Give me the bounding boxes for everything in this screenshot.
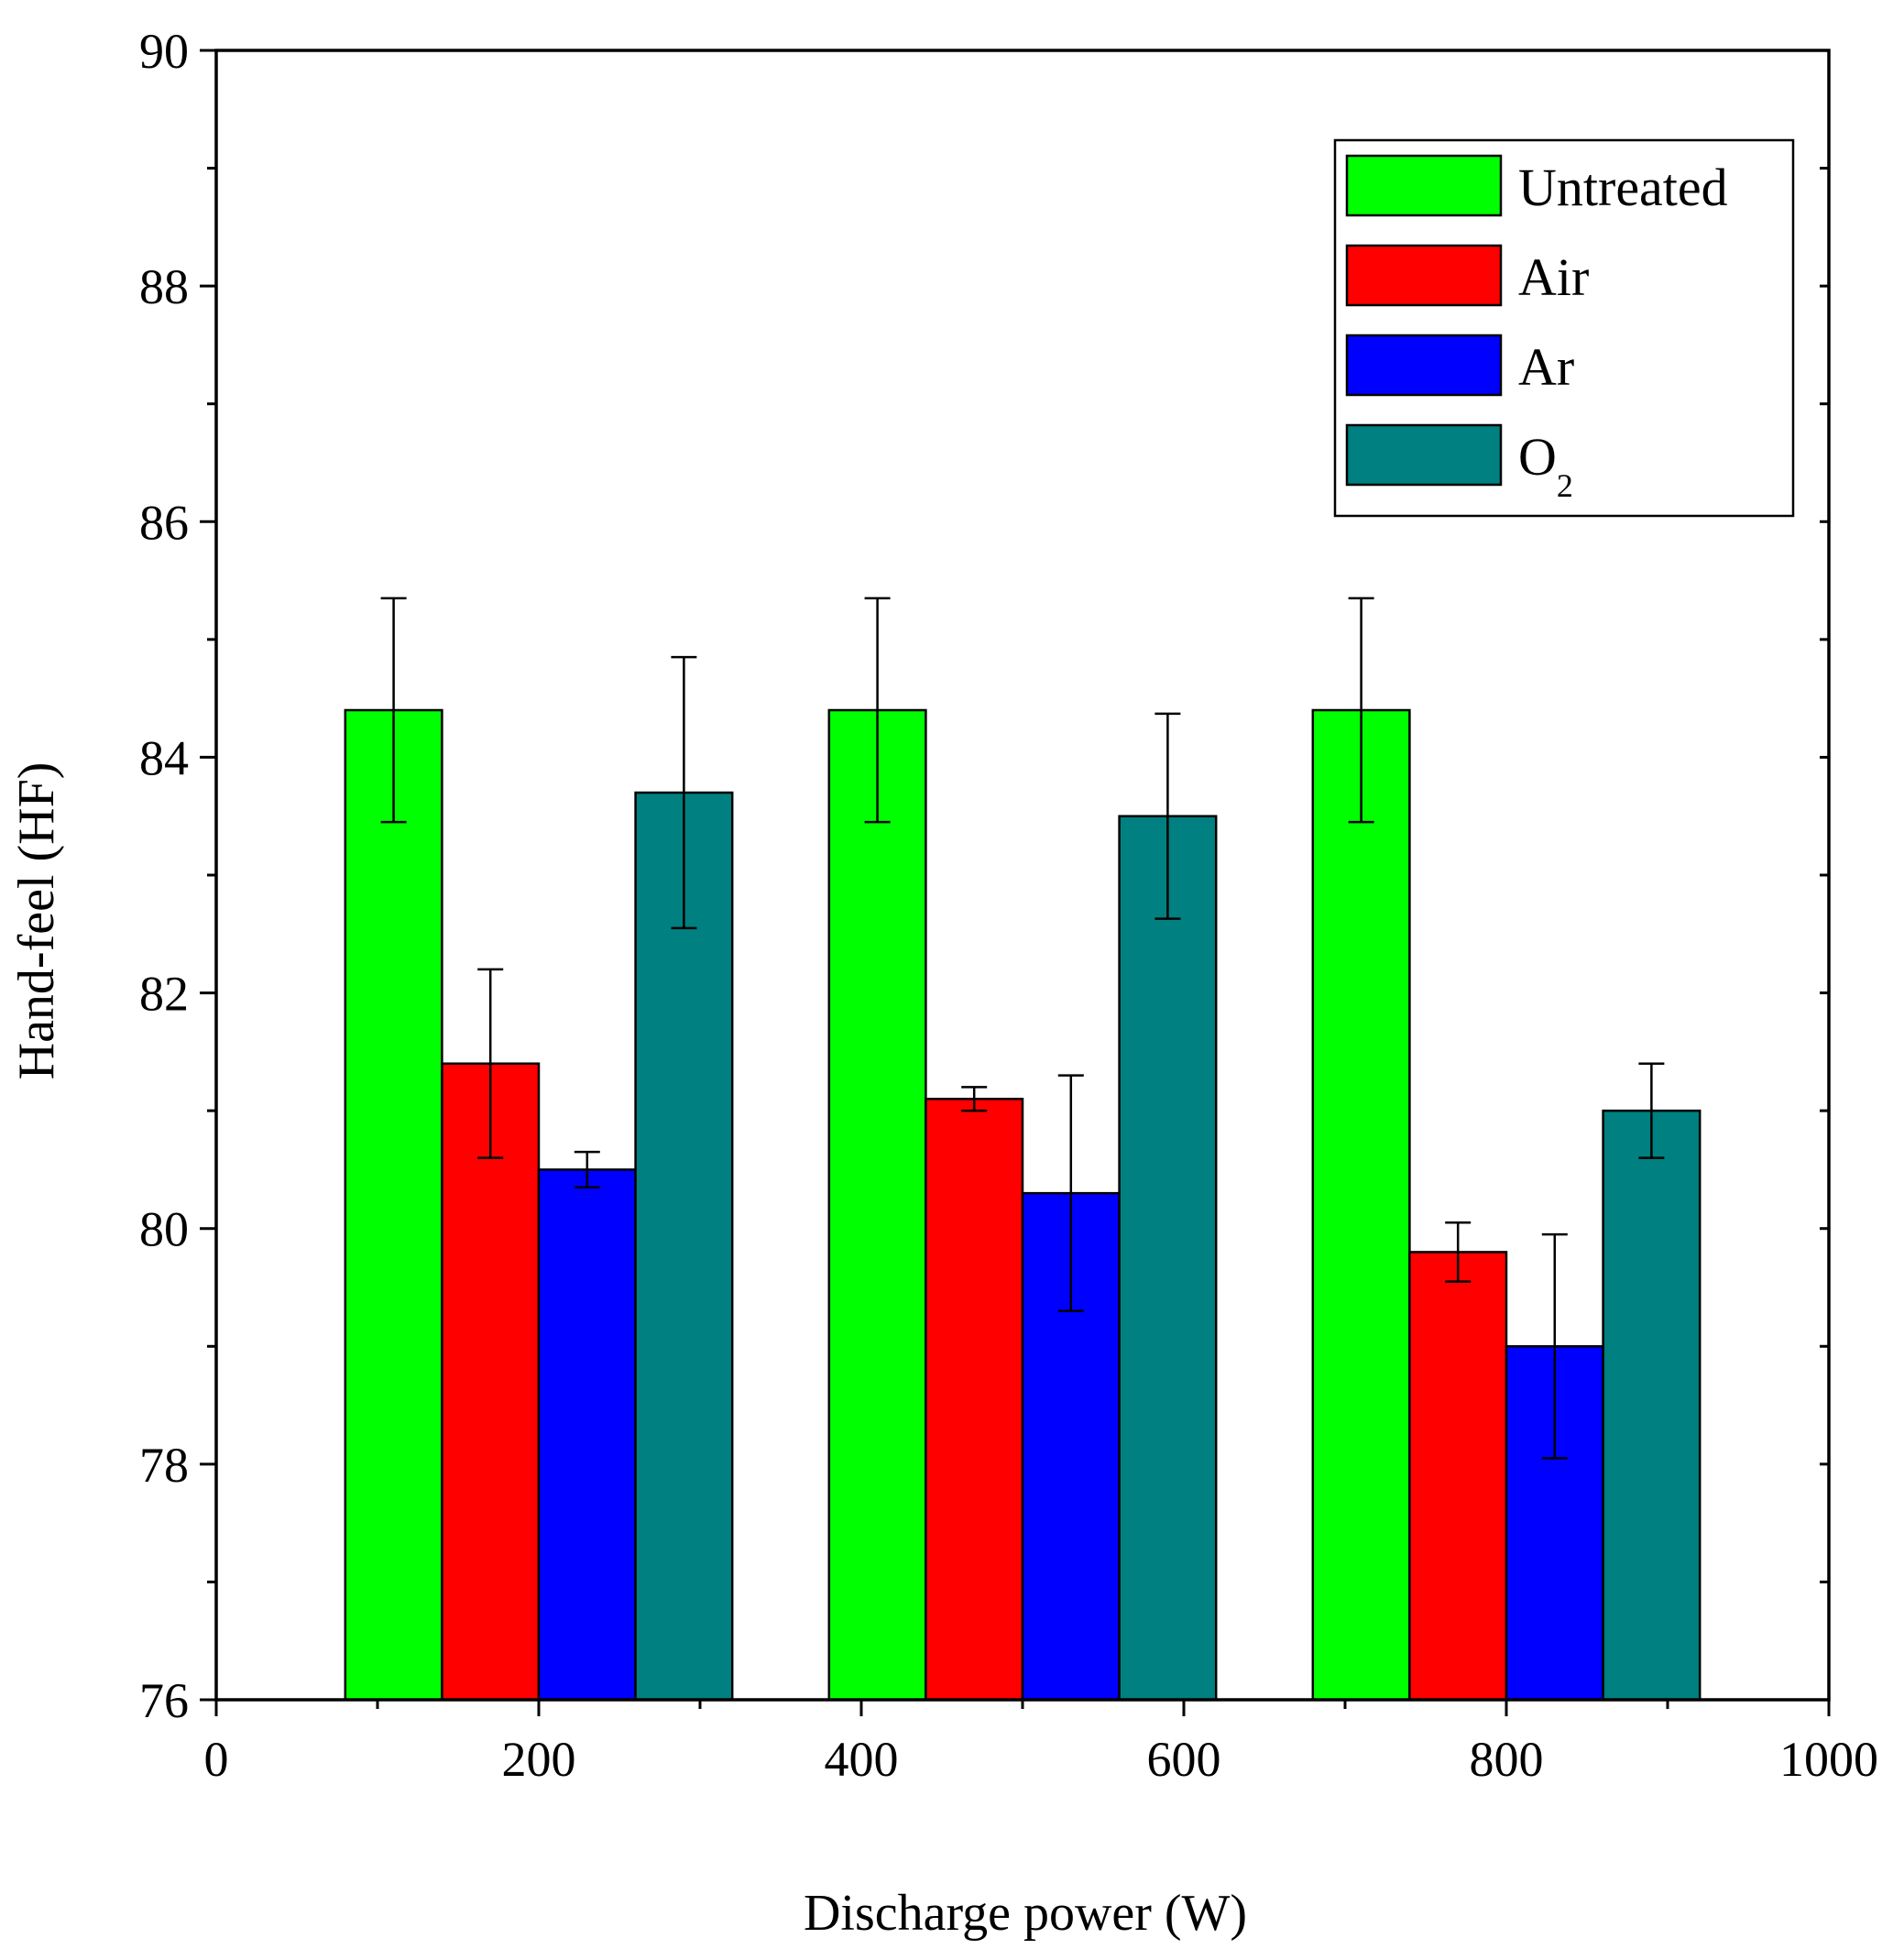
x-tick-label-0: 0 xyxy=(204,1732,229,1787)
error-bar-untreated-2 xyxy=(864,597,891,824)
y-axis-title: Hand-feel (HF) xyxy=(8,762,65,1080)
error-bar-air-3 xyxy=(1445,1221,1472,1283)
error-bars-layer xyxy=(380,597,1665,1460)
error-bar-ar-2 xyxy=(1057,1074,1084,1312)
legend-swatch-o2 xyxy=(1345,423,1503,487)
bar-air-3 xyxy=(1408,1251,1508,1702)
legend-swatch-air xyxy=(1345,244,1503,307)
legend-label-ar: Ar xyxy=(1518,337,1574,397)
error-bar-ar-3 xyxy=(1541,1232,1568,1460)
x-tick-label-800: 800 xyxy=(1470,1732,1544,1787)
y-tick-label-84: 84 xyxy=(139,730,189,785)
error-bar-air-2 xyxy=(961,1086,988,1112)
legend-swatch-ar xyxy=(1345,334,1503,397)
error-bar-o2-2 xyxy=(1154,712,1181,920)
axes-layer: 0 200 400 600 800 1000 76 78 80 82 84 86 88 90 xyxy=(139,24,1878,1787)
y-tick-label-78: 78 xyxy=(139,1438,189,1493)
bar-o2-3 xyxy=(1602,1109,1702,1702)
error-bar-o2-3 xyxy=(1638,1062,1665,1159)
bar-o2-2 xyxy=(1118,815,1218,1702)
legend-label-untreated: Untreated xyxy=(1518,158,1728,217)
x-tick-label-400: 400 xyxy=(825,1732,899,1787)
error-bar-untreated-1 xyxy=(380,597,407,824)
error-bar-ar-1 xyxy=(574,1150,600,1188)
x-axis-title: Discharge power (W) xyxy=(804,1885,1247,1942)
bar-untreated-2 xyxy=(827,708,927,1702)
bar-untreated-3 xyxy=(1311,708,1411,1702)
y-tick-label-88: 88 xyxy=(139,259,189,314)
legend-label-subscript: 2 xyxy=(1557,467,1573,504)
y-tick-label-76: 76 xyxy=(139,1673,189,1728)
bar-untreated-1 xyxy=(344,708,443,1702)
x-tick-label-200: 200 xyxy=(502,1732,576,1787)
legend-item-air: Air xyxy=(1345,244,1589,307)
y-tick-label-80: 80 xyxy=(139,1202,189,1257)
legend-item-untreated: Untreated xyxy=(1345,154,1728,217)
legend-item-ar: Ar xyxy=(1345,334,1574,397)
bar-air-2 xyxy=(925,1098,1024,1702)
error-bar-untreated-3 xyxy=(1348,597,1374,824)
x-tick-label-600: 600 xyxy=(1147,1732,1221,1787)
legend-label-air: Air xyxy=(1518,247,1589,307)
legend-swatch-untreated xyxy=(1345,154,1503,217)
bar-ar-1 xyxy=(537,1168,637,1702)
bar-air-1 xyxy=(441,1062,541,1702)
y-tick-label-90: 90 xyxy=(139,24,189,79)
x-tick-label-1000: 1000 xyxy=(1779,1732,1878,1787)
error-bar-air-1 xyxy=(477,968,504,1159)
y-tick-label-86: 86 xyxy=(139,495,189,550)
bars-layer xyxy=(344,708,1702,1702)
error-bar-o2-1 xyxy=(671,655,697,930)
y-tick-label-82: 82 xyxy=(139,967,189,1022)
